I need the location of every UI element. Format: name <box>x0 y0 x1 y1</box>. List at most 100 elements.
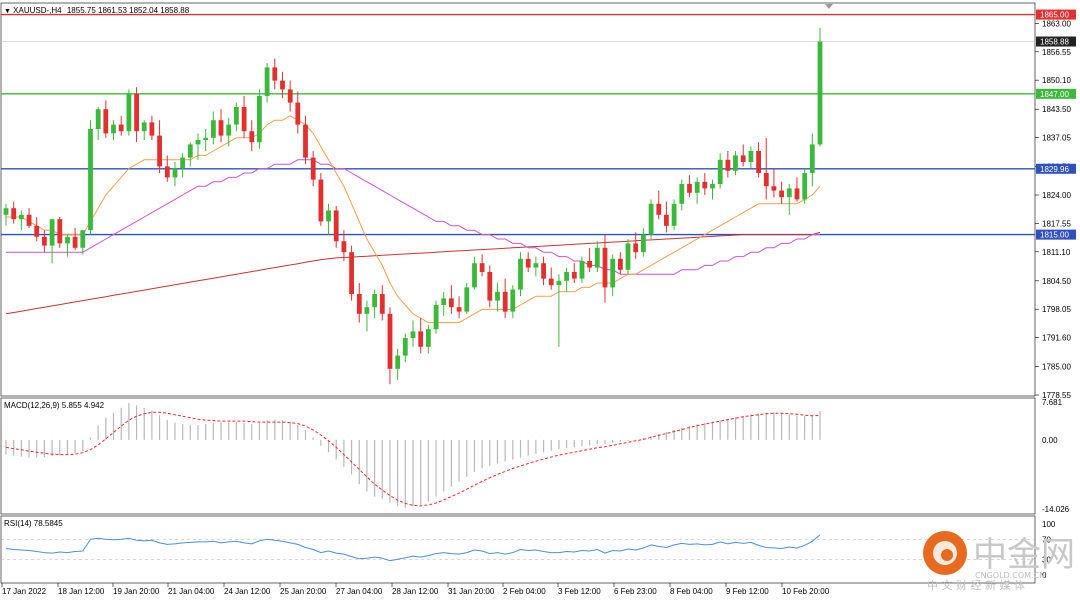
candle-body <box>748 151 754 162</box>
candle-body <box>702 181 708 189</box>
candle-body <box>418 331 424 347</box>
candle-body <box>42 236 47 246</box>
price-tick-label: 1856.55 <box>1042 48 1071 57</box>
candle-body <box>733 155 738 171</box>
logo-domain: CNGOLD.COM.CN <box>975 571 1045 580</box>
candle-body <box>157 135 162 167</box>
rsi-tick-label: 0 <box>1042 571 1047 580</box>
candle-body <box>779 190 784 198</box>
candle-body <box>710 184 715 189</box>
candle-body <box>395 355 401 369</box>
candle-body <box>487 272 493 301</box>
symbol-name: XAUUSD-,H4 <box>13 6 62 15</box>
candle-body <box>441 298 447 305</box>
candle-body <box>763 173 769 187</box>
price-tag-label: 1865.00 <box>1040 11 1069 20</box>
date-label: 27 Jan 04:00 <box>336 587 383 596</box>
candle-body <box>257 96 262 143</box>
candle-body <box>610 258 616 288</box>
date-label: 25 Jan 20:00 <box>280 587 327 596</box>
candle-body <box>88 129 93 231</box>
candle-body <box>95 109 101 129</box>
price-tick-label: 1843.50 <box>1042 105 1071 114</box>
price-tag-label: 1847.00 <box>1040 90 1069 99</box>
candle-body <box>633 243 639 253</box>
date-label: 19 Jan 20:00 <box>113 587 160 596</box>
macd-tick-label: 7.681 <box>1042 398 1063 407</box>
macd-tick-label: -14.026 <box>1042 505 1070 514</box>
candle-body <box>11 208 17 220</box>
date-label: 6 Feb 23:00 <box>614 587 657 596</box>
candle-body <box>356 294 362 314</box>
candle-body <box>80 230 86 248</box>
scroll-marker-icon[interactable] <box>825 4 833 9</box>
axis-labels: 1863.001856.551850.101843.501837.051830.… <box>1 9 1076 596</box>
candle-body <box>449 298 454 308</box>
rsi-pane <box>0 515 1036 584</box>
candle-body <box>272 67 278 81</box>
candle-body <box>571 272 577 279</box>
candle-body <box>65 236 70 244</box>
rsi-plot <box>1 534 1035 562</box>
candle-body <box>118 124 124 132</box>
candle-body <box>72 236 78 248</box>
date-label: 21 Jan 04:00 <box>168 587 215 596</box>
price-tag-box <box>1036 9 1076 20</box>
price-tag-box <box>1036 163 1076 174</box>
ma-mid-line <box>6 159 820 275</box>
candle-body <box>287 89 293 103</box>
candle-body <box>740 155 746 162</box>
candle-body <box>218 120 224 136</box>
price-tag-label: 1829.96 <box>1040 165 1069 174</box>
date-label: 10 Feb 20:00 <box>782 587 830 596</box>
candle-body <box>664 214 669 226</box>
candle-body <box>126 93 132 132</box>
candle-body <box>187 144 193 158</box>
candle-body <box>164 166 170 178</box>
price-tick-label: 1785.00 <box>1042 363 1071 372</box>
candle-body <box>387 313 393 369</box>
candle-body <box>556 280 562 286</box>
price-tick-label: 1837.05 <box>1042 134 1071 143</box>
logo-chinese: 中金网 <box>973 535 1075 575</box>
date-label: 28 Jan 12:00 <box>392 587 439 596</box>
candle-body <box>211 120 216 138</box>
candle-body <box>241 107 247 132</box>
candle-body <box>402 338 408 356</box>
logo-tagline: 中 文 财 经 新 媒 体 <box>927 578 1025 592</box>
price-tag-box <box>1036 36 1076 47</box>
candle-body <box>533 263 539 268</box>
candle-body <box>786 188 792 198</box>
candle-body <box>57 219 63 244</box>
candle-body <box>541 263 546 279</box>
candle-body <box>134 93 139 132</box>
price-tick-label: 1804.50 <box>1042 277 1071 286</box>
chevron-down-icon[interactable]: ▼ <box>4 8 11 15</box>
candle-body <box>671 203 677 226</box>
candle-body <box>479 263 485 272</box>
cngold-logo: 中金网 CNGOLD.COM.CN 中 文 财 经 新 媒 体 <box>923 531 1075 592</box>
candle-body <box>326 210 331 222</box>
price-tag-box <box>1036 229 1076 240</box>
candle-body <box>618 258 623 270</box>
candle-body <box>510 289 516 312</box>
candle-body <box>111 124 116 134</box>
price-tick-label: 1778.55 <box>1042 391 1071 400</box>
candle-body <box>725 159 731 171</box>
candle-body <box>34 225 40 237</box>
candle-body <box>456 307 462 312</box>
candle-body <box>341 241 347 253</box>
date-label: 31 Jan 20:00 <box>448 587 495 596</box>
candle-body <box>518 258 523 290</box>
candle-body <box>548 278 554 286</box>
candle-body <box>249 131 255 143</box>
candle-body <box>372 294 377 308</box>
candle-body <box>364 307 370 314</box>
rsi-line <box>5 534 821 562</box>
candle-body <box>49 219 55 246</box>
ma-fast-line <box>6 115 821 324</box>
candle-body <box>472 263 477 288</box>
rsi-tick-label: 100 <box>1042 520 1056 529</box>
candle-body <box>226 124 232 136</box>
